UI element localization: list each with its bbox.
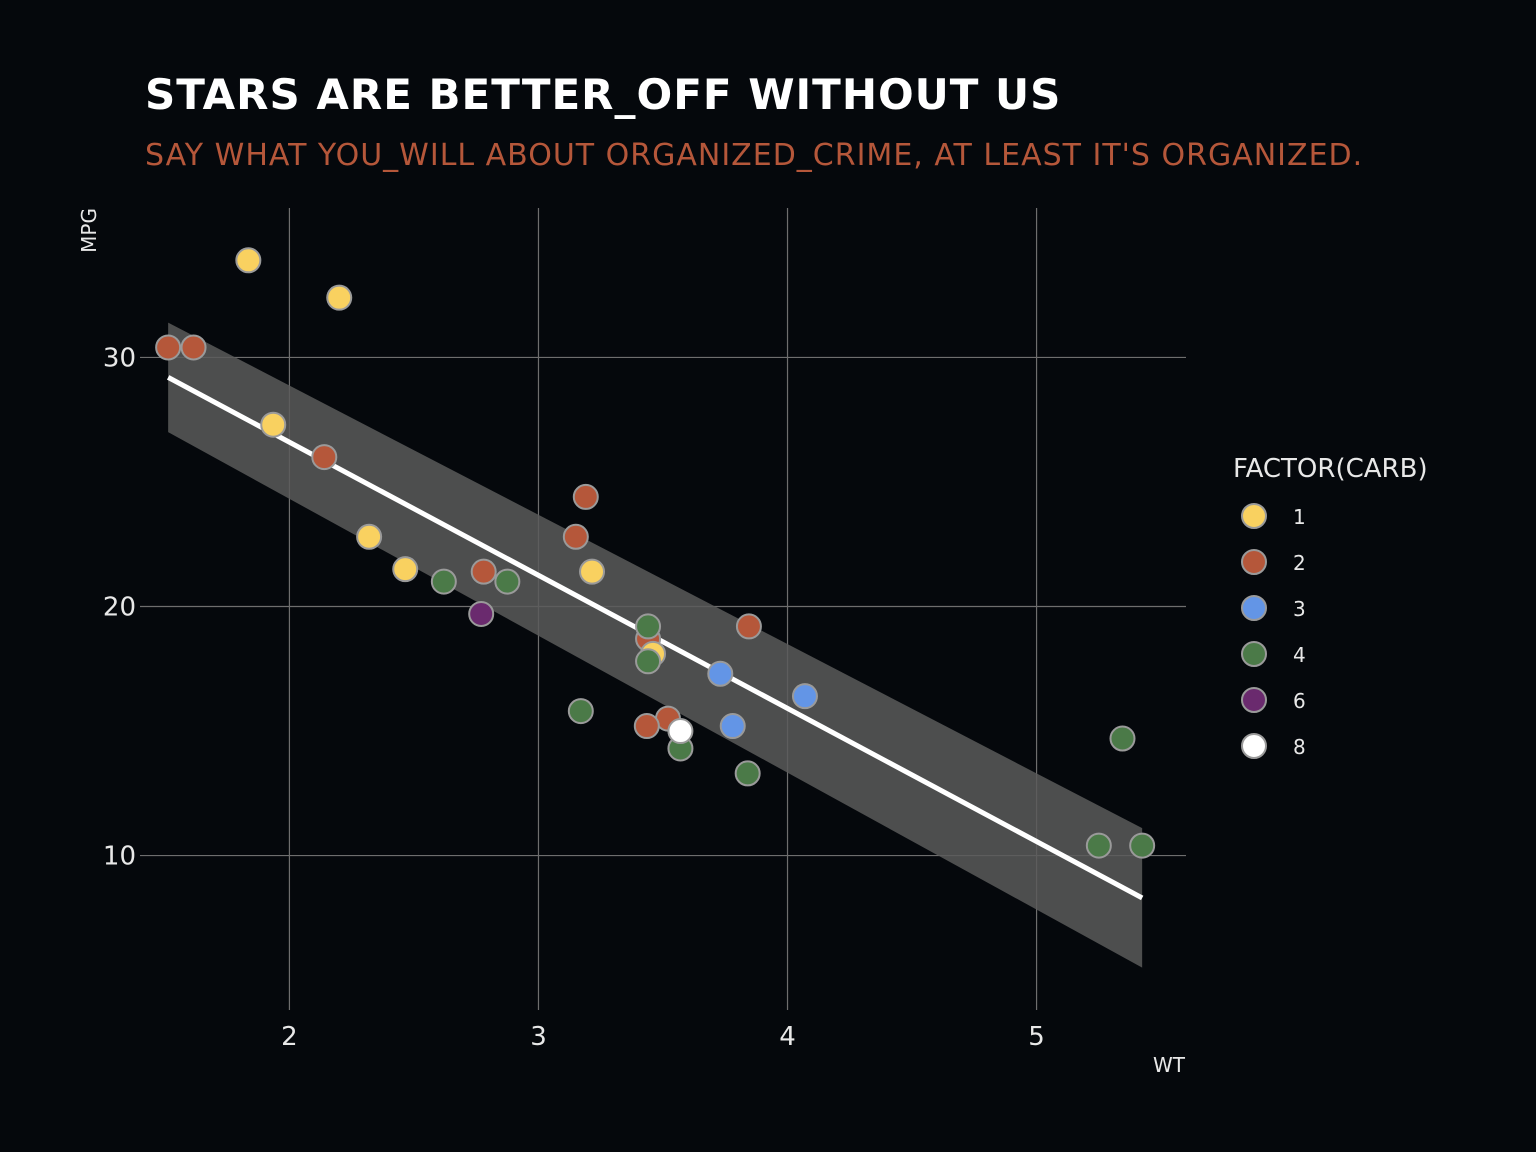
data-point-carb-2 bbox=[311, 444, 338, 471]
data-point-carb-4 bbox=[635, 648, 662, 675]
y-tick-label: 20 bbox=[103, 593, 136, 623]
legend-items: 1 2 3 4 6 8 bbox=[1241, 503, 1306, 759]
data-point-carb-4 bbox=[1085, 832, 1112, 859]
data-point-carb-2 bbox=[155, 334, 182, 361]
data-point-carb-1 bbox=[260, 411, 287, 438]
legend-key-1 bbox=[1241, 503, 1267, 529]
data-point-carb-1 bbox=[392, 556, 419, 583]
data-point-carb-1 bbox=[579, 558, 606, 585]
data-point-carb-2 bbox=[470, 558, 497, 585]
data-point-carb-2 bbox=[735, 613, 762, 640]
data-point-carb-2 bbox=[633, 713, 660, 740]
data-point-carb-4 bbox=[567, 698, 594, 725]
data-point-carb-4 bbox=[494, 568, 521, 595]
data-point-carb-4 bbox=[734, 760, 761, 787]
legend-label-3: 3 bbox=[1293, 597, 1306, 621]
legend-label-2: 2 bbox=[1293, 551, 1306, 575]
data-point-carb-8 bbox=[667, 718, 694, 745]
data-point-carb-4 bbox=[1109, 725, 1136, 752]
legend-label-1: 1 bbox=[1293, 505, 1306, 529]
x-tick-label: 3 bbox=[530, 1022, 547, 1052]
points-layer bbox=[155, 247, 1156, 859]
data-point-carb-1 bbox=[235, 247, 262, 274]
data-point-carb-4 bbox=[430, 568, 457, 595]
x-tick-label: 2 bbox=[281, 1022, 298, 1052]
y-tick-label: 10 bbox=[103, 842, 136, 872]
y-axis-title: MPG bbox=[77, 208, 101, 253]
data-point-carb-1 bbox=[356, 523, 383, 550]
data-point-carb-2 bbox=[562, 523, 589, 550]
chart-subtitle: SAY WHAT YOU_WILL ABOUT ORGANIZED_CRIME,… bbox=[145, 138, 1364, 173]
data-point-carb-3 bbox=[719, 713, 746, 740]
legend-key-2 bbox=[1241, 549, 1267, 575]
x-tick-label: 5 bbox=[1028, 1022, 1045, 1052]
legend-key-4 bbox=[1241, 641, 1267, 667]
legend-key-3 bbox=[1241, 595, 1267, 621]
data-point-carb-1 bbox=[326, 284, 353, 311]
data-point-carb-4 bbox=[635, 613, 662, 640]
data-point-carb-6 bbox=[468, 600, 495, 627]
data-point-carb-3 bbox=[707, 660, 734, 687]
tick-label-layer: 2 3 4 5 10 20 30 bbox=[103, 343, 1045, 1052]
legend-title: FACTOR(CARB) bbox=[1233, 454, 1428, 484]
data-point-carb-2 bbox=[180, 334, 207, 361]
data-point-carb-3 bbox=[791, 683, 818, 710]
y-tick-label: 30 bbox=[103, 343, 136, 373]
data-point-carb-4 bbox=[1129, 832, 1156, 859]
chart-title: STARS ARE BETTER_OFF WITHOUT US bbox=[145, 70, 1062, 119]
data-point-carb-2 bbox=[572, 483, 599, 510]
x-tick-label: 4 bbox=[779, 1022, 796, 1052]
legend-label-4: 4 bbox=[1293, 643, 1306, 667]
legend-key-6 bbox=[1241, 687, 1267, 713]
legend-key-8 bbox=[1241, 733, 1267, 759]
legend: FACTOR(CARB) 1 2 3 4 6 8 bbox=[1233, 454, 1428, 759]
legend-label-6: 6 bbox=[1293, 689, 1306, 713]
legend-label-8: 8 bbox=[1293, 735, 1306, 759]
x-axis-title: WT bbox=[1153, 1053, 1186, 1077]
